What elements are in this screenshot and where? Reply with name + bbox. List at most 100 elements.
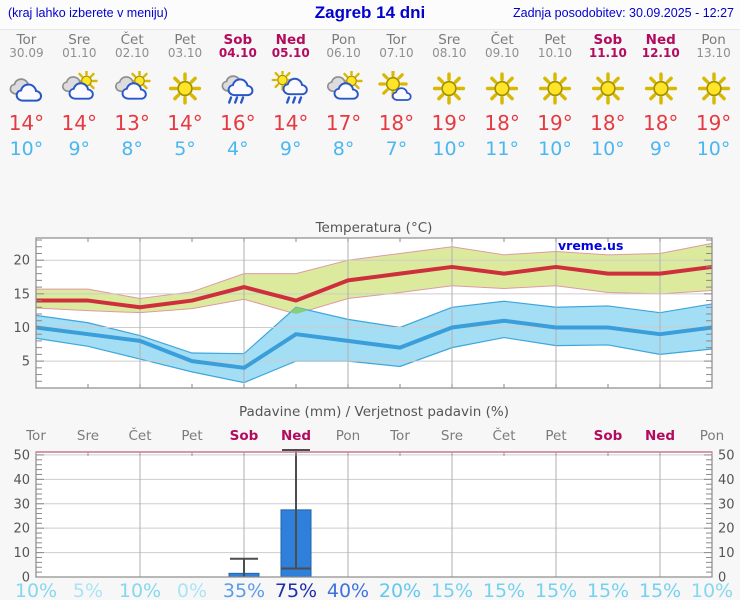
precip-y-tick-label-left: 0 bbox=[22, 571, 30, 586]
forecast-day-column: Tor 07.10 18° 7° bbox=[370, 33, 423, 159]
day-name: Sre bbox=[438, 32, 461, 48]
low-temperature: 7° bbox=[385, 138, 408, 160]
day-date: 30.09 bbox=[9, 46, 44, 60]
precip-day-label: Sre bbox=[441, 428, 463, 444]
precip-day-label: Ned bbox=[645, 428, 675, 444]
precip-y-tick-label-left: 20 bbox=[13, 522, 30, 537]
day-date: 09.10 bbox=[484, 46, 520, 60]
precipitation-probability: 10% bbox=[119, 580, 161, 600]
precip-day-label: Ned bbox=[281, 428, 311, 444]
precipitation-probability: 35% bbox=[223, 580, 265, 600]
day-name: Ned bbox=[645, 32, 676, 48]
forecast-day-column: Tor 30.09 14° 10° bbox=[0, 33, 53, 159]
location-menu-hint: (kraj lahko izberete v meniju) bbox=[8, 6, 168, 20]
day-date: 03.10 bbox=[167, 46, 203, 60]
high-temperature: 19° bbox=[537, 111, 573, 135]
sunny-icon bbox=[535, 71, 575, 107]
forecast-day-column: Pet 10.10 19° 10° bbox=[529, 33, 582, 159]
precip-y-tick-label-right: 50 bbox=[718, 448, 735, 463]
high-temperature: 13° bbox=[114, 111, 150, 135]
day-name: Ned bbox=[275, 32, 306, 48]
precip-day-label: Pon bbox=[700, 428, 724, 444]
precip-day-label: Pon bbox=[336, 428, 360, 444]
day-name: Čet bbox=[490, 32, 514, 48]
precip-y-tick-label-right: 40 bbox=[718, 473, 735, 488]
high-temperature: 16° bbox=[220, 111, 256, 135]
day-date: 13.10 bbox=[696, 46, 731, 60]
precipitation-probability: 40% bbox=[327, 580, 369, 600]
low-temperature: 10° bbox=[9, 138, 44, 160]
precipitation-probability: 15% bbox=[535, 580, 577, 600]
precip-day-label: Pet bbox=[181, 428, 202, 444]
rain-icon bbox=[218, 71, 258, 107]
forecast-day-column: Pet 03.10 14° 5° bbox=[159, 33, 212, 159]
cloudy-icon bbox=[6, 71, 46, 107]
precipitation-probability: 10% bbox=[691, 580, 733, 600]
low-temperature: 5° bbox=[174, 138, 196, 160]
high-temperature: 18° bbox=[484, 111, 520, 135]
low-temperature: 4° bbox=[227, 138, 249, 160]
precip-day-label: Sob bbox=[594, 428, 623, 444]
max-temperature-line bbox=[36, 264, 713, 310]
sunny-icon bbox=[641, 71, 681, 107]
precip-day-label: Čet bbox=[128, 426, 151, 444]
day-name: Sob bbox=[223, 32, 253, 48]
low-temperature: 10° bbox=[591, 138, 625, 160]
precipitation-probability: 75% bbox=[275, 580, 317, 600]
precipitation-chart-title: Padavine (mm) / Verjetnost padavin (%) bbox=[239, 404, 509, 420]
day-date: 02.10 bbox=[114, 46, 150, 60]
last-updated-label: Zadnja posodobitev: 30.09.2025 - 12:27 bbox=[512, 6, 734, 20]
low-temperature: 10° bbox=[538, 138, 572, 160]
precip-day-label: Sre bbox=[77, 428, 99, 444]
low-temperature: 10° bbox=[696, 138, 731, 160]
vreme-us-watermark-link[interactable]: vreme.us bbox=[558, 238, 623, 253]
forecast-day-strip: Tor 30.09 14° 10° Sre 01.10 14° 9° Čet 02.10 13° 8°… bbox=[0, 33, 740, 159]
sunny-icon bbox=[482, 71, 522, 107]
precipitation-probability: 15% bbox=[587, 580, 629, 600]
low-temperature: 10° bbox=[432, 138, 467, 160]
precipitation-chart: 0 0 10 10 20 20 30 30 40 40 50 50 Tor 10% Sre 5% Čet 10% P… bbox=[13, 404, 735, 600]
forecast-day-column: Pon 13.10 19° 10° bbox=[687, 33, 740, 159]
forecast-day-column: Sre 01.10 14° 9° bbox=[53, 33, 106, 159]
high-temperature: 14° bbox=[272, 111, 309, 135]
low-temperature: 8° bbox=[332, 138, 355, 160]
precipitation-probability: 15% bbox=[483, 580, 525, 600]
day-name: Pet bbox=[544, 32, 566, 48]
temperature-chart: 5 10 15 20 Temperatura (°C) vreme.us bbox=[13, 220, 713, 389]
day-date: 06.10 bbox=[326, 46, 361, 60]
temp-y-tick-label: 20 bbox=[13, 254, 30, 269]
forecast-day-column: Čet 09.10 18° 11° bbox=[476, 33, 529, 159]
high-temperature: 14° bbox=[8, 111, 45, 135]
day-name: Tor bbox=[386, 32, 407, 48]
temp-y-tick-label: 15 bbox=[13, 287, 30, 302]
forecast-day-column: Sob 04.10 16° 4° bbox=[211, 33, 264, 159]
day-date: 07.10 bbox=[379, 46, 414, 60]
low-temperature: 11° bbox=[485, 138, 519, 160]
forecast-day-column: Ned 05.10 14° 9° bbox=[264, 33, 317, 159]
high-temperature: 14° bbox=[167, 111, 203, 135]
low-temperature: 9° bbox=[279, 138, 302, 160]
high-temperature: 14° bbox=[61, 111, 97, 135]
page-title: Zagreb 14 dni bbox=[314, 3, 426, 22]
low-temperature: 9° bbox=[649, 138, 672, 160]
temperature-chart-title: Temperatura (°C) bbox=[315, 220, 433, 236]
precip-y-tick-label-right: 30 bbox=[718, 497, 735, 512]
precip-y-tick-label-right: 0 bbox=[718, 571, 726, 586]
precip-day-label: Tor bbox=[25, 428, 46, 444]
sunny-icon bbox=[588, 71, 628, 107]
day-date: 05.10 bbox=[271, 46, 310, 60]
day-name: Sre bbox=[68, 32, 91, 48]
day-name: Pon bbox=[331, 32, 356, 48]
forecast-day-column: Sob 11.10 18° 10° bbox=[581, 33, 634, 159]
precipitation-probability: 15% bbox=[639, 580, 681, 600]
min-temperature-line bbox=[35, 318, 713, 370]
precip-y-tick-label-left: 30 bbox=[13, 497, 30, 512]
high-temperature: 17° bbox=[325, 111, 362, 135]
precipitation-probability: 5% bbox=[73, 580, 103, 600]
precipitation-probability: 10% bbox=[15, 580, 57, 600]
precipitation-probability: 15% bbox=[431, 580, 473, 600]
high-temperature: 19° bbox=[431, 111, 467, 135]
low-temperature: 9° bbox=[68, 138, 91, 160]
high-temperature: 18° bbox=[378, 111, 415, 135]
